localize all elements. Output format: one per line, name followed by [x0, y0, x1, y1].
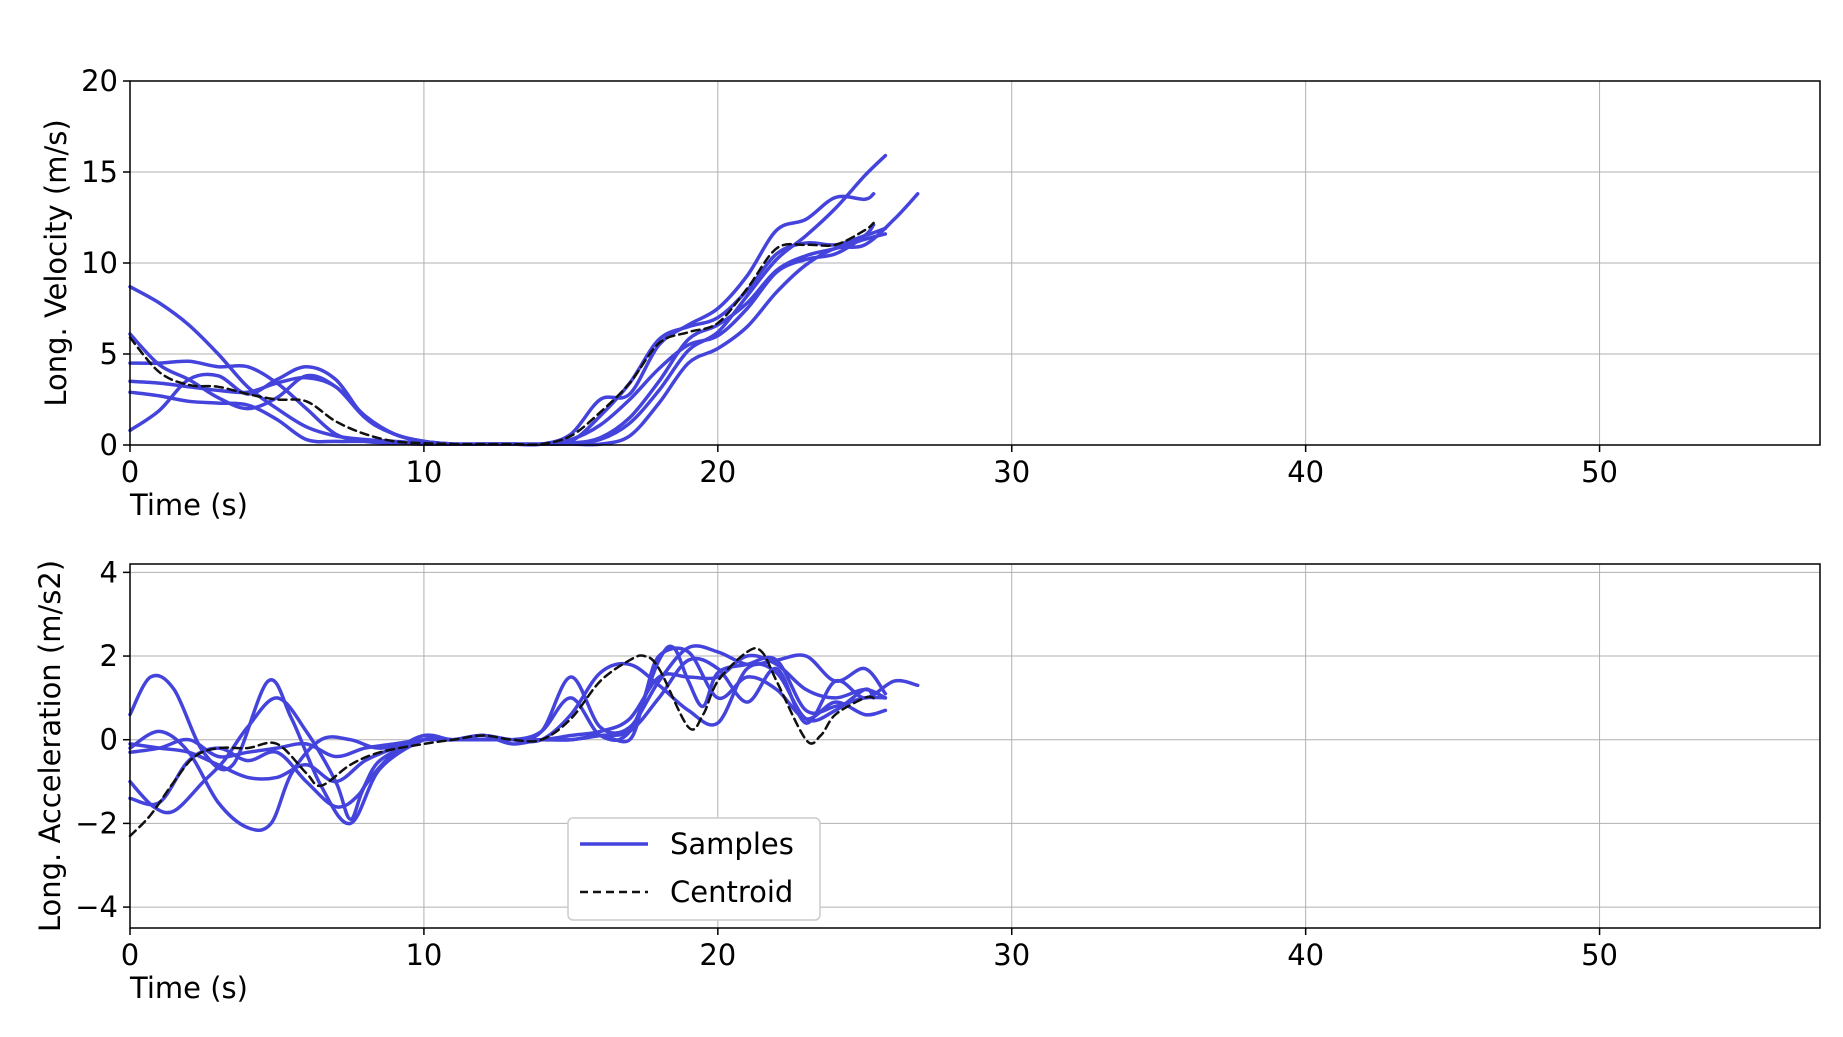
acceleration-x-tick-label: 40	[1287, 938, 1324, 972]
velocity-x-tick-label: 50	[1581, 455, 1618, 489]
acceleration-x-tick-label: 50	[1581, 938, 1618, 972]
acceleration-series	[128, 644, 920, 838]
acceleration-y-tick-label: 2	[100, 639, 118, 673]
velocity-sample-line-6	[128, 223, 876, 447]
velocity-y-ticks: 0 5 10 15 20	[81, 64, 130, 462]
velocity-y-tick-label: 0	[100, 428, 118, 462]
velocity-y-tick-label: 15	[81, 155, 118, 189]
velocity-x-axis-label: Time (s)	[129, 488, 248, 522]
acceleration-panel: 0 10 20 30 40 50 420−2−4 Time (s) Long. Accel…	[33, 555, 1821, 1005]
velocity-series	[128, 153, 920, 447]
velocity-panel: 0 10 20 30 40 50 0 5 10 15 20 Time (s) Long. Velo…	[39, 64, 1821, 522]
acceleration-x-tick-label: 0	[121, 938, 139, 972]
acceleration-y-tick-label: 0	[100, 723, 118, 757]
velocity-x-tick-label: 40	[1287, 455, 1324, 489]
acceleration-y-tick-label: −2	[75, 806, 118, 840]
legend-centroid-label: Centroid	[670, 875, 793, 909]
acceleration-y-ticks: 4 2 0 −2 −4	[75, 555, 130, 924]
acceleration-y-tick-label: −4	[75, 890, 118, 924]
legend-samples-label: Samples	[670, 827, 794, 861]
velocity-y-tick-label: 10	[81, 246, 118, 280]
acceleration-centroid-line	[128, 646, 875, 838]
acceleration-sample-line-6	[128, 661, 876, 759]
velocity-x-tick-label: 30	[993, 455, 1030, 489]
velocity-x-ticks: 0 10 20 30 40 50	[121, 445, 1618, 489]
legend: Samples Centroid	[567, 817, 821, 921]
velocity-x-tick-label: 20	[699, 455, 736, 489]
acceleration-x-tick-label: 20	[699, 938, 736, 972]
velocity-x-tick-label: 0	[121, 455, 139, 489]
acceleration-y-tick-label: 4	[100, 555, 118, 589]
velocity-centroid-line	[128, 221, 875, 446]
acceleration-x-axis-label: Time (s)	[129, 971, 248, 1005]
acceleration-y-axis-label: Long. Acceleration (m/s2)	[33, 560, 67, 932]
acceleration-axes-frame	[129, 563, 1821, 929]
velocity-x-tick-label: 10	[405, 455, 442, 489]
acceleration-x-tick-label: 30	[993, 938, 1030, 972]
acceleration-x-ticks: 0 10 20 30 40 50	[121, 928, 1618, 972]
acceleration-x-tick-label: 10	[405, 938, 442, 972]
velocity-y-axis-label: Long. Velocity (m/s)	[39, 119, 73, 406]
velocity-y-tick-label: 5	[100, 337, 118, 371]
velocity-y-tick-label: 20	[81, 64, 118, 98]
